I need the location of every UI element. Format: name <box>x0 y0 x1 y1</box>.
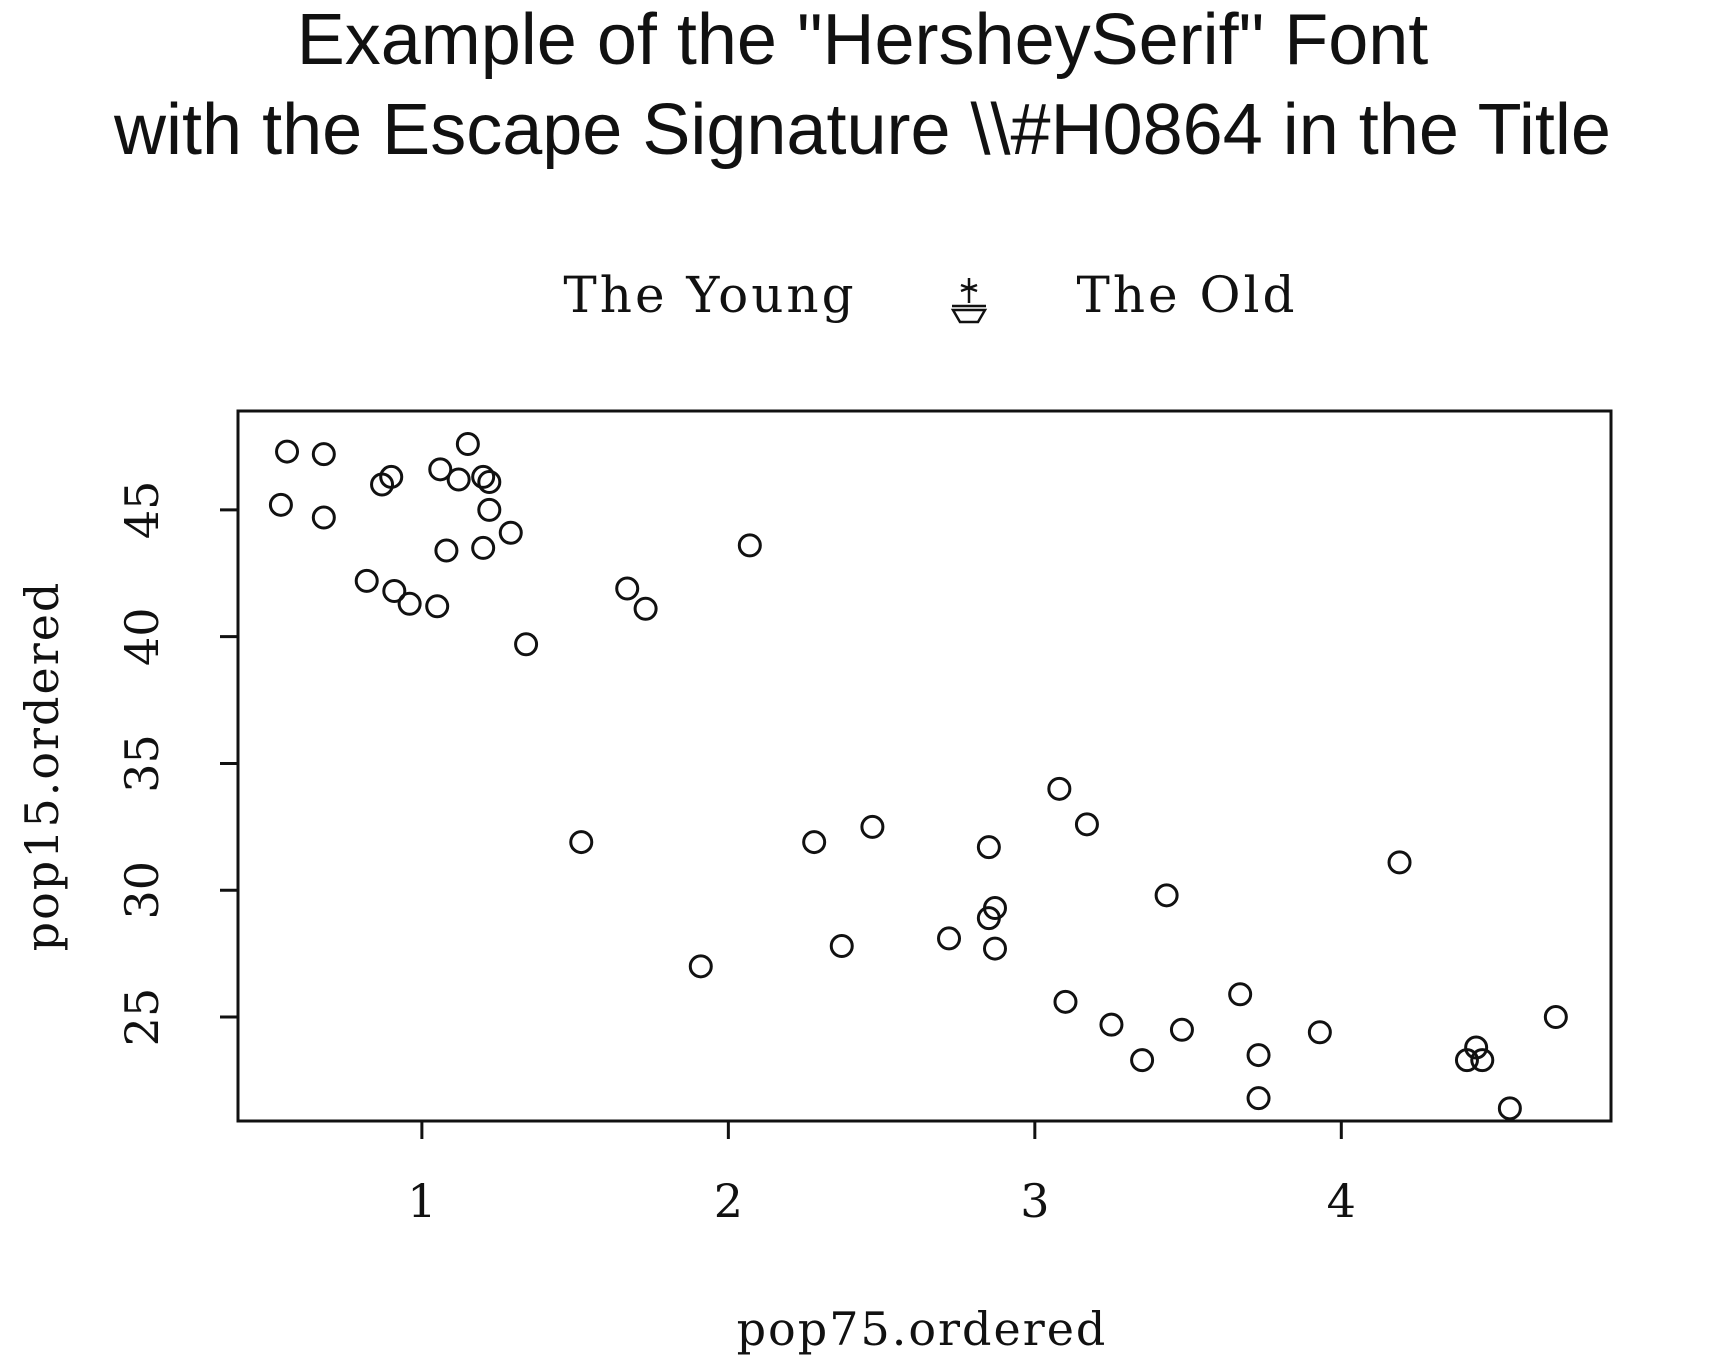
data-point <box>633 596 658 621</box>
data-point <box>1307 1020 1332 1045</box>
data-point <box>976 835 1001 860</box>
data-point <box>428 457 453 482</box>
data-point <box>1387 850 1412 875</box>
data-point <box>737 533 762 558</box>
data-point <box>498 520 523 545</box>
y-tick-label: 35 <box>115 734 169 793</box>
plot-frame <box>236 409 1613 1123</box>
data-point <box>1053 989 1078 1014</box>
x-axis-ticks: 1 2 3 4 <box>407 1121 1356 1228</box>
boat-with-star-icon <box>950 278 988 324</box>
x-tick-label: 4 <box>1327 1174 1356 1228</box>
data-points <box>268 431 1568 1121</box>
data-point <box>615 576 640 601</box>
data-point <box>446 467 471 492</box>
chart-title-line-1: Example of the "HersheySerif" Font <box>296 0 1429 80</box>
y-tick-label: 25 <box>115 988 169 1047</box>
data-point <box>477 497 502 522</box>
data-point <box>1246 1086 1271 1111</box>
subtitle-right-text: The Old <box>1076 266 1297 324</box>
x-axis-label: pop75.ordered <box>737 1302 1108 1356</box>
subtitle-left-text: The Young <box>563 266 856 324</box>
data-point <box>397 591 422 616</box>
data-point <box>379 464 404 489</box>
data-point <box>1543 1005 1568 1030</box>
data-point <box>1470 1048 1495 1073</box>
data-point <box>311 505 336 530</box>
data-point <box>1228 982 1253 1007</box>
data-point <box>1047 776 1072 801</box>
data-point <box>829 934 854 959</box>
x-tick-label: 1 <box>407 1174 436 1228</box>
data-point <box>982 896 1007 920</box>
data-point <box>275 439 300 464</box>
data-point <box>354 568 379 593</box>
data-point <box>1074 812 1099 837</box>
data-point <box>937 926 962 951</box>
y-tick-label: 30 <box>115 861 169 920</box>
data-point <box>688 954 713 979</box>
x-tick-label: 3 <box>1020 1174 1049 1228</box>
data-point <box>455 431 480 456</box>
data-point <box>471 535 496 560</box>
data-point <box>514 632 539 657</box>
data-point <box>1497 1096 1522 1121</box>
data-point <box>802 830 827 855</box>
y-axis-label: pop15.ordered <box>15 581 69 952</box>
data-point <box>425 594 450 619</box>
chart-title-line-2: with the Escape Signature \\#H0864 in th… <box>114 90 1611 170</box>
data-point <box>477 470 502 494</box>
data-point <box>1130 1048 1155 1073</box>
data-point <box>1154 883 1179 908</box>
y-axis-ticks: 25 30 35 40 45 <box>115 481 238 1047</box>
data-point <box>1169 1017 1194 1042</box>
data-point <box>569 830 594 855</box>
data-point <box>434 538 459 563</box>
data-point <box>860 814 885 839</box>
data-point <box>471 464 496 489</box>
data-point <box>382 579 407 604</box>
y-tick-label: 40 <box>115 607 169 666</box>
data-point <box>1246 1043 1271 1068</box>
x-tick-label: 2 <box>714 1174 743 1228</box>
data-point <box>268 492 293 517</box>
y-tick-label: 45 <box>115 481 169 540</box>
data-point <box>1464 1035 1489 1060</box>
data-point <box>1099 1012 1124 1037</box>
data-point <box>311 442 336 467</box>
data-point <box>982 936 1007 961</box>
